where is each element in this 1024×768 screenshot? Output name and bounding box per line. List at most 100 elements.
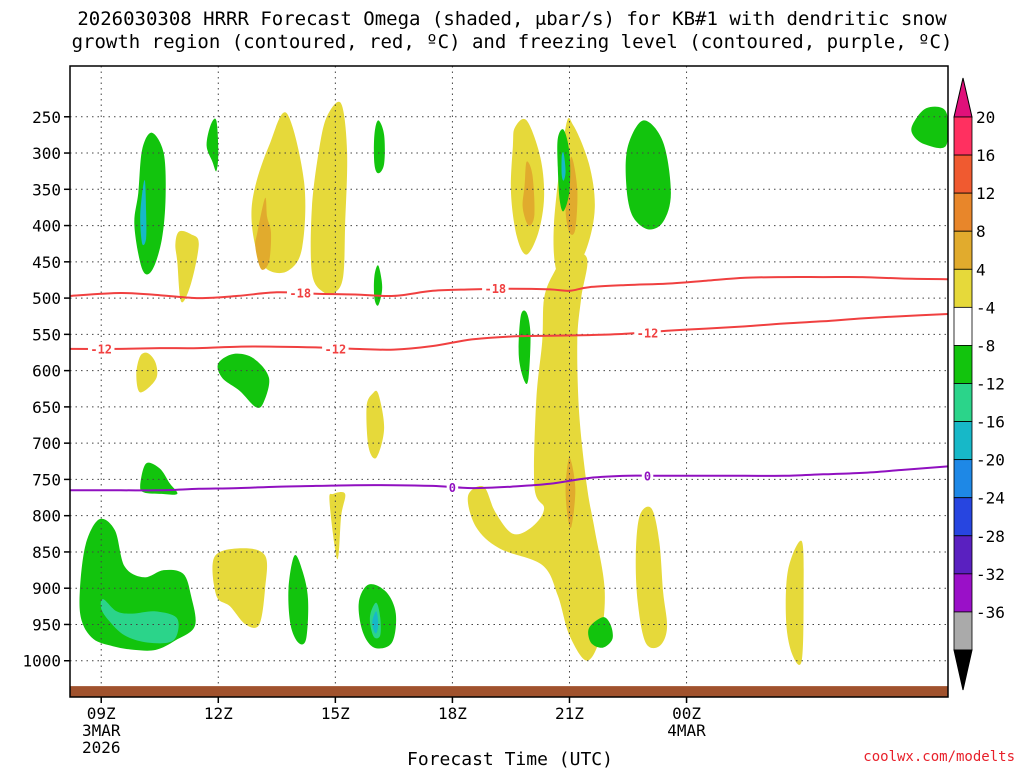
ground-bar bbox=[70, 686, 948, 697]
omega-region-29 bbox=[588, 617, 613, 648]
omega-region-0 bbox=[136, 352, 158, 393]
contour-label-bg-1-0 bbox=[87, 341, 115, 356]
y-tick-label-750: 750 bbox=[32, 470, 61, 489]
colorbar-bin-8 bbox=[953, 421, 973, 461]
y-tick-label-250: 250 bbox=[32, 108, 61, 127]
contour-label-bg-1-2 bbox=[634, 325, 661, 340]
colorbar-level-2: 12 bbox=[976, 184, 995, 203]
omega-region-27 bbox=[288, 555, 309, 645]
omega-region-25 bbox=[140, 462, 178, 495]
omega-region-17 bbox=[206, 118, 219, 172]
omega-region-10 bbox=[635, 506, 668, 649]
colorbar-bin-3 bbox=[953, 230, 973, 270]
contour-label-bg-0-1 bbox=[482, 281, 509, 296]
x-tick-label-15-1: 4MAR bbox=[667, 721, 706, 740]
contour-line-1 bbox=[70, 313, 948, 351]
omega-region-20 bbox=[518, 310, 531, 385]
omega-region-16 bbox=[134, 132, 166, 275]
contour-label-0-0: -18 bbox=[289, 287, 311, 301]
omega-region-6 bbox=[212, 548, 268, 628]
x-tick-label-0-1: 3MAR bbox=[82, 721, 121, 740]
chart-title: 2026030308 HRRR Forecast Omega (shaded, … bbox=[72, 8, 953, 53]
colorbar-level-0: 20 bbox=[976, 108, 995, 127]
x-tick-label-0-2: 2026 bbox=[82, 738, 121, 757]
colorbar-bin-12 bbox=[953, 573, 973, 613]
omega-region-12 bbox=[255, 197, 272, 270]
ground-surface bbox=[70, 686, 948, 697]
colorbar-level-9: -20 bbox=[976, 451, 1005, 470]
contour-label-bg-1-1 bbox=[322, 341, 349, 356]
y-tick-label-650: 650 bbox=[32, 398, 61, 417]
colorbar-bin-2 bbox=[953, 192, 973, 232]
colorbar-bin-9 bbox=[953, 459, 973, 499]
colorbar-bin-0 bbox=[953, 116, 973, 156]
y-tick-label-1000: 1000 bbox=[22, 652, 61, 671]
omega-region-34 bbox=[372, 611, 379, 634]
contour-label-1-1: -12 bbox=[325, 342, 347, 356]
contour-line-0 bbox=[70, 275, 948, 300]
omega-region-3 bbox=[310, 101, 348, 295]
omega-region-23 bbox=[911, 106, 948, 149]
colorbar-level-11: -28 bbox=[976, 527, 1005, 546]
colorbar-level-1: 16 bbox=[976, 146, 995, 165]
y-tick-label-550: 550 bbox=[32, 325, 61, 344]
y-tick-label-400: 400 bbox=[32, 217, 61, 236]
y-tick-label-900: 900 bbox=[32, 579, 61, 598]
colorbar: 20 16 12 8 4 -4 -8 -12 -16 -20 -24 -28 -32 -36 bbox=[953, 77, 1005, 691]
omega-region-11 bbox=[785, 540, 804, 665]
omega-region-19 bbox=[373, 265, 383, 306]
isotherm-contours: -18 -18 -12 -12 -12 0 0 bbox=[70, 275, 948, 495]
colorbar-bin-5 bbox=[953, 306, 973, 346]
x-axis-label: Forecast Time (UTC) bbox=[407, 749, 613, 768]
omega-region-32 bbox=[100, 599, 179, 644]
contour-label-bg-0-0 bbox=[286, 286, 314, 301]
colorbar-bin-6 bbox=[953, 345, 973, 384]
omega-region-9 bbox=[467, 252, 605, 661]
omega-region-18 bbox=[373, 120, 385, 174]
contour-label-2-1: 0 bbox=[644, 469, 651, 483]
colorbar-level-7: -12 bbox=[976, 375, 1005, 394]
title-line-2: growth region (contoured, red, ºC) and f… bbox=[72, 31, 953, 53]
colorbar-level-6: -8 bbox=[976, 336, 995, 355]
contour-label-0-1: -18 bbox=[484, 282, 506, 296]
credit-text: coolwx.com/modelts bbox=[863, 749, 1015, 765]
y-tick-label-850: 850 bbox=[32, 543, 61, 562]
colorbar-bin-11 bbox=[953, 535, 973, 575]
colorbar-bin-1 bbox=[953, 154, 973, 194]
x-tick-label-15-0: 00Z bbox=[672, 704, 701, 723]
plot-frame bbox=[69, 65, 949, 698]
omega-region-13 bbox=[522, 161, 535, 226]
colorbar-bin-10 bbox=[953, 497, 973, 537]
colorbar-bin-13 bbox=[953, 611, 973, 651]
colorbar-top-arrow bbox=[953, 77, 973, 118]
colorbar-level-8: -16 bbox=[976, 413, 1005, 432]
colorbar-level-13: -36 bbox=[976, 603, 1005, 622]
y-tick-label-500: 500 bbox=[32, 289, 61, 308]
x-tick-label-12-0: 21Z bbox=[555, 704, 584, 723]
y-axis-ticks: 250 300 350 400 450 500 550 600 650 700 750 800 850 9… bbox=[22, 108, 70, 671]
omega-region-1 bbox=[175, 230, 199, 303]
title-line-1: 2026030308 HRRR Forecast Omega (shaded, … bbox=[77, 8, 947, 30]
omega-region-15 bbox=[565, 457, 576, 528]
x-tick-label-0-0: 09Z bbox=[87, 704, 116, 723]
y-tick-label-350: 350 bbox=[32, 180, 61, 199]
y-tick-label-600: 600 bbox=[32, 362, 61, 381]
contour-label-bg-2-1 bbox=[641, 468, 654, 483]
colorbar-bottom-arrow bbox=[953, 649, 973, 691]
y-tick-label-700: 700 bbox=[32, 434, 61, 453]
contour-label-2-0: 0 bbox=[449, 481, 456, 495]
omega-region-24 bbox=[217, 353, 270, 408]
colorbar-level-4: 4 bbox=[976, 260, 986, 279]
omega-region-30 bbox=[140, 180, 147, 246]
y-tick-label-300: 300 bbox=[32, 144, 61, 163]
y-tick-label-800: 800 bbox=[32, 507, 61, 526]
omega-region-31 bbox=[561, 152, 566, 181]
colorbar-level-3: 8 bbox=[976, 222, 986, 241]
grid-lines bbox=[70, 66, 948, 697]
y-tick-label-450: 450 bbox=[32, 253, 61, 272]
contour-label-1-0: -12 bbox=[90, 342, 112, 356]
x-tick-label-6-0: 15Z bbox=[321, 704, 350, 723]
colorbar-bin-7 bbox=[953, 383, 973, 422]
